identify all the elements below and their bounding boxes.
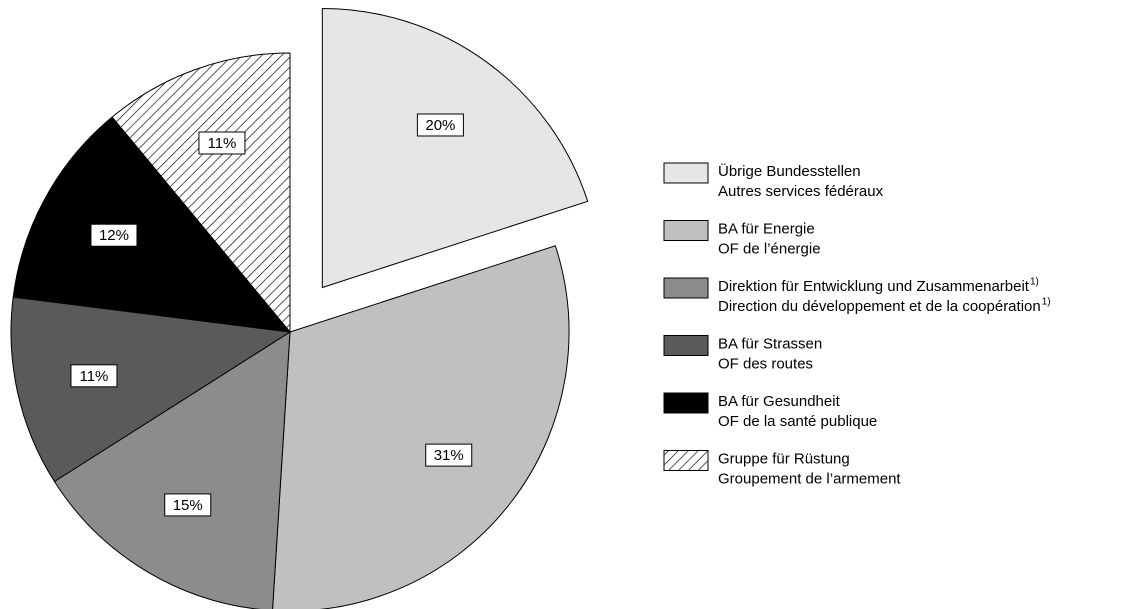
value-label: 11% <box>207 135 236 152</box>
legend-note: 1) <box>1030 277 1039 288</box>
legend-label: BA für Strassen <box>718 335 822 352</box>
value-label: 31% <box>434 447 464 464</box>
pie-slice <box>321 8 589 289</box>
value-label-box <box>425 443 473 467</box>
legend-label: Autres services fédéraux <box>718 183 884 200</box>
value-label-box <box>416 113 464 137</box>
legend-label: Direktion für Entwicklung und Zusammenar… <box>718 278 1030 295</box>
legend-label: Direction du développement et de la coop… <box>718 298 1041 315</box>
value-label: 15% <box>173 497 203 514</box>
pie-slice <box>53 331 291 609</box>
legend-label: Übrige Bundesstellen <box>718 162 861 180</box>
value-label-box <box>70 364 118 388</box>
pie-slice <box>10 296 292 483</box>
value-label-box <box>164 493 212 517</box>
pie-slice <box>272 245 570 609</box>
legend-label: BA für Gesundheit <box>718 393 841 410</box>
value-label-box <box>90 223 138 247</box>
value-label: 11% <box>79 368 108 385</box>
value-label: 20% <box>425 117 455 134</box>
pie-slice <box>12 116 292 333</box>
pie-slice <box>111 52 291 334</box>
legend-label: BA für Energie <box>718 220 815 237</box>
legend-label: OF de la santé publique <box>718 413 877 430</box>
legend-label: Groupement de l’armement <box>718 470 901 487</box>
legend-label: Gruppe für Rüstung <box>718 450 850 467</box>
legend-swatch <box>663 450 709 471</box>
value-label: 12% <box>99 227 129 244</box>
legend-swatch <box>663 335 709 356</box>
legend-swatch <box>663 277 709 299</box>
legend-swatch <box>663 392 709 414</box>
legend-swatch <box>663 220 709 241</box>
legend-swatch <box>663 162 709 184</box>
legend-label: OF de l’énergie <box>718 240 821 257</box>
legend-label: OF des routes <box>718 355 813 372</box>
value-label-box <box>198 131 246 155</box>
legend-note: 1) <box>1042 297 1051 308</box>
